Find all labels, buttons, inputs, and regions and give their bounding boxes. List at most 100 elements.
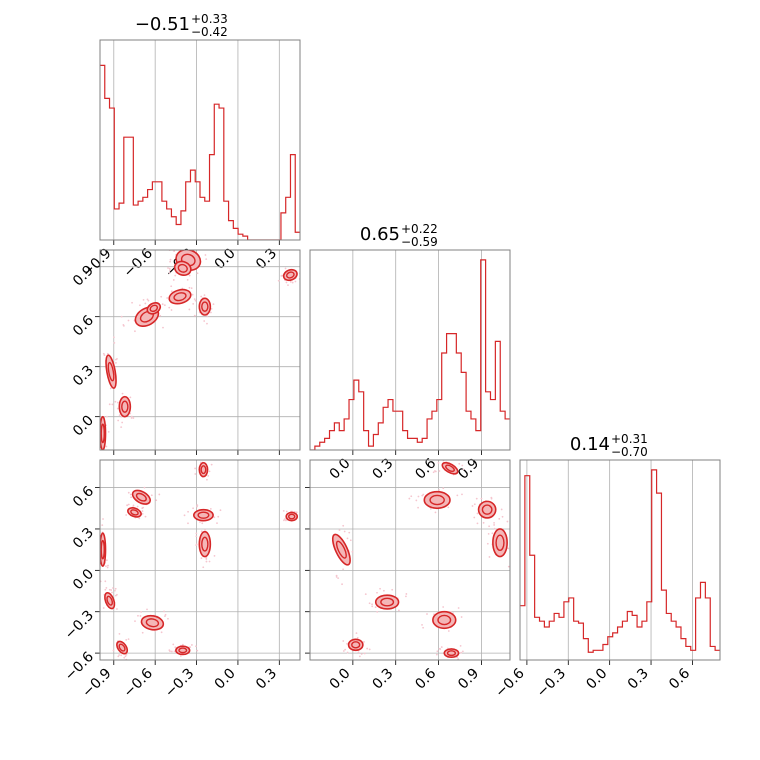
sample-point: [105, 586, 108, 589]
sample-point: [144, 515, 147, 518]
contour-inner: [149, 304, 159, 313]
sample-point: [338, 529, 341, 531]
sample-point: [289, 280, 292, 283]
sample-point: [357, 651, 360, 654]
sample-point: [132, 417, 135, 419]
panel-title-plus: +0.31: [611, 432, 648, 446]
sample-point: [410, 495, 413, 498]
contour-outer: [173, 260, 192, 277]
sample-point: [129, 493, 132, 496]
sample-point: [437, 462, 440, 464]
sample-point: [285, 519, 287, 522]
sample-point: [506, 520, 509, 523]
sample-point: [104, 463, 106, 465]
sample-point: [482, 521, 485, 524]
sample-point: [461, 493, 463, 496]
panel-frame: [309, 249, 511, 451]
sample-point: [440, 646, 443, 648]
sample-point: [366, 647, 369, 650]
sample-point: [460, 651, 463, 654]
sample-point: [121, 421, 124, 424]
sample-point: [408, 497, 411, 500]
sample-point: [118, 414, 121, 417]
sample-point: [118, 632, 121, 635]
panel-p2_0: −0.9 −0.6 −0.3 0.0 0.3−0.6−0.30.00.30.6: [62, 459, 301, 701]
sample-point: [196, 649, 199, 652]
sample-point: [105, 565, 107, 568]
sample-point: [168, 649, 171, 652]
sample-point: [196, 504, 199, 507]
sample-point: [130, 496, 132, 499]
sample-point: [117, 401, 119, 404]
contour-inner: [429, 494, 445, 506]
contour-outer: [192, 508, 214, 522]
sample-point: [405, 593, 408, 595]
panel-title-minus: −0.42: [191, 25, 228, 39]
sample-point: [204, 528, 206, 531]
sample-point: [127, 503, 130, 506]
sample-point: [376, 591, 378, 594]
sample-point: [187, 522, 189, 525]
sample-point: [284, 267, 287, 270]
sample-point: [130, 415, 133, 418]
x-tick-label: −0.3: [162, 666, 197, 701]
contour-outer: [104, 591, 116, 610]
sample-point: [371, 603, 373, 606]
sample-point: [208, 560, 211, 563]
sample-point: [146, 608, 148, 611]
sample-point: [190, 644, 193, 646]
y-tick-label: 0.0: [70, 412, 97, 439]
sample-point: [422, 493, 425, 496]
y-tick-label: 0.3: [70, 525, 97, 552]
sample-point: [210, 311, 212, 314]
sample-point: [335, 574, 338, 577]
sample-point: [277, 279, 280, 282]
sample-point: [488, 556, 491, 558]
sample-point: [120, 426, 123, 428]
sample-point: [106, 415, 108, 418]
sample-point: [188, 274, 191, 277]
sample-point: [204, 254, 207, 256]
contour-inner: [130, 509, 139, 516]
sample-point: [461, 650, 464, 653]
sample-point: [363, 641, 365, 643]
contour-inner: [100, 539, 105, 560]
sample-point: [368, 648, 371, 651]
panel-title-value: −0.51: [135, 14, 190, 35]
contour-outer: [131, 489, 151, 505]
contour-inner: [135, 492, 147, 502]
x-tick-label: 0.9: [455, 666, 482, 693]
x-tick-label: −0.6: [492, 665, 527, 700]
sample-point: [219, 509, 222, 512]
sample-point: [371, 605, 374, 608]
contour-outer: [198, 297, 212, 316]
x-tick-label: 0.3: [253, 666, 280, 693]
contour-inner: [446, 650, 457, 657]
contour-outer: [198, 530, 212, 558]
sample-point: [205, 560, 208, 563]
panel-p0_0: −0.9−0.6−0.30.00.3−0.51+0.33−0.42: [79, 12, 301, 281]
sample-point: [183, 514, 186, 517]
sample-point: [205, 247, 207, 249]
panel-frame: [519, 459, 721, 661]
sample-point: [341, 583, 343, 586]
y-tick-label: 0.3: [70, 362, 97, 389]
x-tick-label: 0.3: [369, 666, 396, 693]
contour-layer: [331, 460, 510, 660]
sample-point: [111, 403, 114, 406]
sample-point: [127, 491, 130, 494]
sample-point: [192, 507, 194, 510]
x-tick-label: 0.0: [212, 666, 239, 693]
sample-point: [120, 654, 122, 657]
sample-point: [493, 521, 495, 524]
contour-outer: [118, 395, 132, 418]
sample-point: [461, 464, 464, 467]
sample-point: [142, 298, 145, 301]
histogram-steps: [310, 259, 510, 450]
contour-outer: [423, 490, 451, 510]
sample-point: [493, 524, 495, 526]
sample-point: [473, 516, 476, 519]
sample-point: [138, 304, 141, 307]
sample-point: [438, 470, 441, 472]
